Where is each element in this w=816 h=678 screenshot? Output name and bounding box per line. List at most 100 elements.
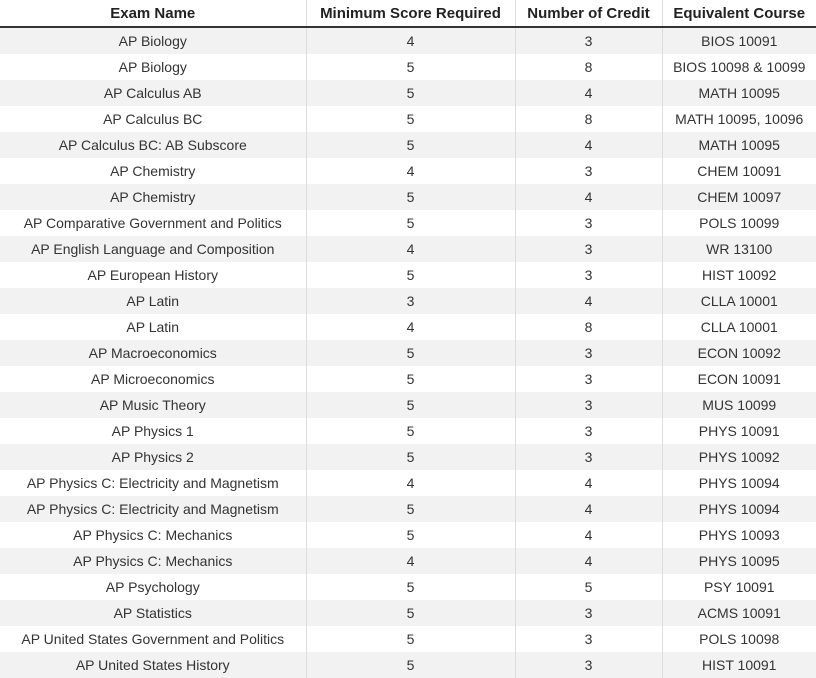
table-cell: CHEM 10091 <box>697 163 782 179</box>
table-cell: 3 <box>515 158 663 184</box>
table-cell: 5 <box>515 574 663 600</box>
table-cell: AP Comparative Government and Politics <box>0 210 307 236</box>
table-row: AP Physics C: Mechanics 5 4 PHYS 10093 <box>0 522 816 548</box>
table-cell: AP Physics C: Electricity and Magnetism <box>0 496 307 522</box>
table-row: AP Latin 3 4 CLLA 10001 <box>0 288 816 314</box>
table-cell: 4 <box>515 470 663 496</box>
table-row: AP Biology 5 8 BIOS 10098 & 10099 <box>0 54 816 80</box>
table-row: AP Macroeconomics 5 3 ECON 10092 <box>0 340 816 366</box>
table-cell: 4 <box>515 288 663 314</box>
table-cell: 5 <box>306 80 516 106</box>
table-cell: 3 <box>306 288 516 314</box>
header-cell: Number of Credit <box>515 0 663 28</box>
table-cell: ACMS 10091 <box>662 600 816 626</box>
table-cell: AP Latin <box>0 288 307 314</box>
table-row: AP United States Government and Politics… <box>0 626 816 652</box>
table-cell: AP United States Government and Politics <box>0 626 307 652</box>
table-cell: AP Calculus AB <box>0 80 307 106</box>
table-cell: MATH 10095, 10096 <box>675 111 804 127</box>
table-cell: 3 <box>515 236 663 262</box>
table-row: AP Physics C: Mechanics 4 4 PHYS 10095 <box>0 548 816 574</box>
table-row: AP United States History 5 3 HIST 10091 <box>0 652 816 678</box>
table-cell: 4 <box>306 548 516 574</box>
table-cell: 3 <box>515 418 663 444</box>
table-row: AP Microeconomics 5 3 ECON 10091 <box>0 366 816 392</box>
table-cell: AP Biology <box>0 54 307 80</box>
table-cell: BIOS 10098 & 10099 <box>673 59 806 75</box>
table-cell: 5 <box>306 366 516 392</box>
table-cell: CLLA 10001 <box>700 319 778 335</box>
table-cell: CHEM 10097 <box>662 184 816 210</box>
header-cell: Equivalent Course <box>662 0 816 28</box>
table-cell: 4 <box>515 522 663 548</box>
table-cell: 4 <box>306 158 516 184</box>
table-cell: AP Physics C: Mechanics <box>0 548 307 574</box>
table-cell: PHYS 10094 <box>662 496 816 522</box>
table-cell: AP Macroeconomics <box>0 340 307 366</box>
table-cell: 8 <box>515 106 663 132</box>
table-cell: PHYS 10095 <box>662 548 816 574</box>
table-row: AP Biology 4 3 BIOS 10091 <box>0 27 816 54</box>
table-cell: 3 <box>515 600 663 626</box>
table-cell: ECON 10092 <box>662 340 816 366</box>
table-cell: 4 <box>306 314 516 340</box>
table-cell: 3 <box>515 366 663 392</box>
table-row: AP Music Theory 5 3 MUS 10099 <box>0 392 816 418</box>
table-cell: 5 <box>306 184 516 210</box>
table-cell: POLS 10098 <box>699 631 780 647</box>
table-cell: 4 <box>515 548 663 574</box>
table-cell: 5 <box>306 444 516 470</box>
table-row: AP Calculus BC: AB Subscore 5 4 MATH 10095 <box>0 132 816 158</box>
table-cell: 5 <box>306 210 516 236</box>
table-row: AP Statistics 5 3 ACMS 10091 <box>0 600 816 626</box>
table-cell: 3 <box>515 262 663 288</box>
table-cell: 4 <box>306 470 516 496</box>
table-cell: 5 <box>306 392 516 418</box>
table-cell: PHYS 10092 <box>662 444 816 470</box>
table-cell: MATH 10095 <box>662 132 816 158</box>
table-cell: AP Chemistry <box>0 184 307 210</box>
table-cell: AP European History <box>0 262 307 288</box>
table-cell: 8 <box>515 314 663 340</box>
table-row: AP English Language and Composition 4 3 WR … <box>0 236 816 262</box>
table-cell: 3 <box>515 626 663 652</box>
table-cell: AP English Language and Composition <box>0 236 307 262</box>
table-row: AP Comparative Government and Politics 5 3… <box>0 210 816 236</box>
table-cell: 5 <box>306 54 516 80</box>
table-cell: 5 <box>306 418 516 444</box>
table-row: AP Calculus AB 5 4 MATH 10095 <box>0 80 816 106</box>
table-cell: 5 <box>306 574 516 600</box>
table-row: AP Physics 2 5 3 PHYS 10092 <box>0 444 816 470</box>
table-cell: AP Psychology <box>0 574 307 600</box>
table-row: AP European History 5 3 HIST 10092 <box>0 262 816 288</box>
table-cell: 4 <box>515 496 663 522</box>
table-cell: AP Music Theory <box>0 392 307 418</box>
table-cell: PHYS 10093 <box>698 527 780 543</box>
table-cell: 3 <box>515 392 663 418</box>
table-cell: 4 <box>515 184 663 210</box>
table-cell: AP United States History <box>0 652 307 678</box>
table-cell: AP Biology <box>0 27 307 54</box>
table-cell: 4 <box>515 80 663 106</box>
table-cell: PSY 10091 <box>703 579 775 595</box>
table-body: AP Biology 4 3 BIOS 10091 AP Biology 5 8 BIOS 1… <box>0 27 816 678</box>
table-cell: 5 <box>306 340 516 366</box>
table-cell: AP Physics C: Electricity and Magnetism <box>0 470 307 496</box>
header-cell: Minimum Score Required <box>306 0 516 28</box>
table-cell: AP Calculus BC <box>0 106 307 132</box>
table-cell: HIST 10091 <box>662 652 816 678</box>
table-cell: 5 <box>306 132 516 158</box>
table-row: AP Chemistry 5 4 CHEM 10097 <box>0 184 816 210</box>
table-cell: AP Physics 2 <box>0 444 307 470</box>
table-cell: 5 <box>306 600 516 626</box>
table-cell: 5 <box>306 496 516 522</box>
table-cell: AP Microeconomics <box>0 366 307 392</box>
table-row: AP Physics C: Electricity and Magnetism 5… <box>0 496 816 522</box>
header-cell: Exam Name <box>0 0 307 28</box>
table-cell: 3 <box>515 340 663 366</box>
table-cell: 5 <box>306 522 516 548</box>
table-cell: 3 <box>515 652 663 678</box>
table-cell: 3 <box>515 27 663 54</box>
table-row: AP Physics 1 5 3 PHYS 10091 <box>0 418 816 444</box>
